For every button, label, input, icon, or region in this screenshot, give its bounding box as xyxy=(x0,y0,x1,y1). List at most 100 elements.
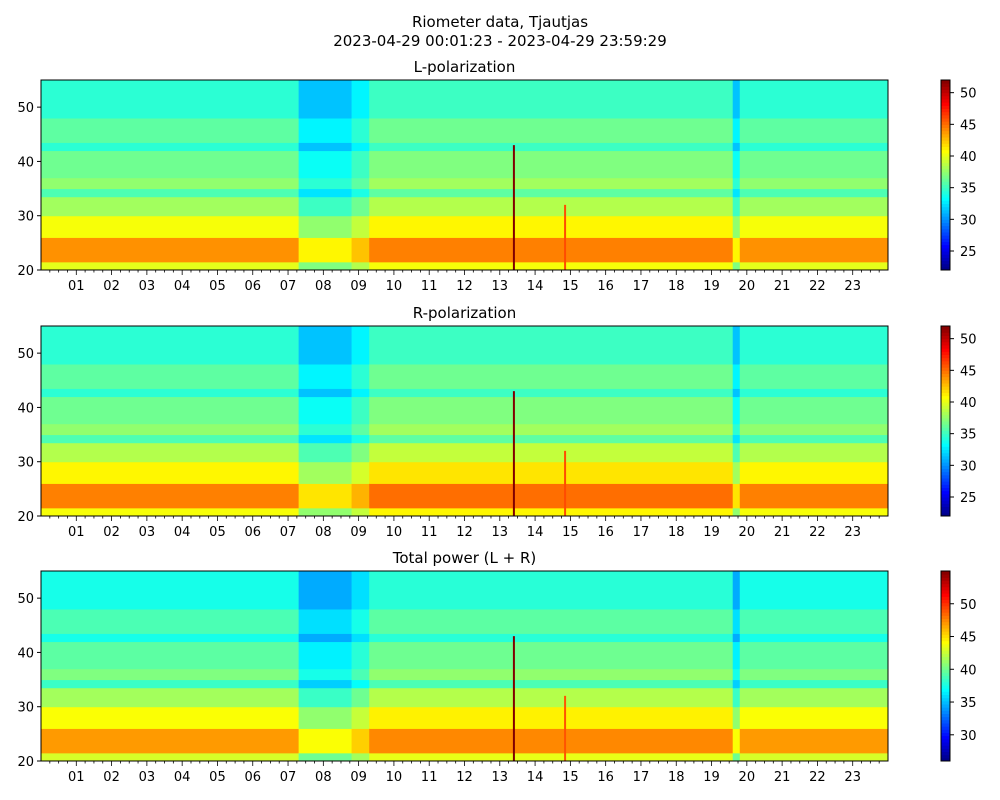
colorbar-segment xyxy=(941,338,950,343)
heatmap-cell xyxy=(351,80,370,119)
colorbar-segment xyxy=(941,133,950,138)
heatmap-cell xyxy=(369,442,734,463)
heatmap-cell xyxy=(369,679,734,689)
heatmap-cell xyxy=(298,396,353,425)
panel-3: Total power (L + R) 20 30 40 50 01 02 03 04 05 06 0… xyxy=(17,549,976,785)
colorbar-tick-label: 50 xyxy=(960,87,977,102)
x-tick-label: 03 xyxy=(139,279,156,294)
heatmap-cell xyxy=(41,423,300,436)
colorbar-tick-label: 45 xyxy=(960,631,977,646)
heatmap-cell xyxy=(732,641,741,670)
heatmap-cell xyxy=(369,687,734,708)
colorbar-segment xyxy=(941,354,950,359)
heatmap-cell xyxy=(298,118,353,143)
heatmap-cell xyxy=(298,752,353,762)
colorbar-segment xyxy=(941,345,950,349)
colorbar-segment xyxy=(941,577,950,581)
colorbar-tick-label: 50 xyxy=(960,333,977,348)
panel-title: R-polarization xyxy=(413,304,516,322)
heatmap-cell xyxy=(298,668,353,681)
heatmap-cell xyxy=(41,237,300,263)
colorbar-segment xyxy=(941,190,950,195)
x-tick-label: 17 xyxy=(633,525,650,540)
panels: L-polarization 20 30 40 50 01 02 03 04 05 06 07 08 09… xyxy=(17,58,976,785)
heatmap-cell xyxy=(739,80,889,119)
x-tick-label: 05 xyxy=(209,525,226,540)
colorbar-segment xyxy=(941,748,950,752)
heatmap-cell xyxy=(41,609,300,634)
heatmap-cell xyxy=(739,396,889,425)
heatmap-cell xyxy=(351,177,370,190)
heatmap-cell xyxy=(298,483,353,509)
heatmap-cell xyxy=(732,483,741,509)
colorbar-segment xyxy=(941,669,950,673)
colorbar-segment xyxy=(941,716,950,721)
colorbar-tick-label: 30 xyxy=(960,459,977,474)
heatmap-cell xyxy=(739,423,889,436)
heatmap-cell xyxy=(739,215,889,238)
heatmap-cell xyxy=(739,633,889,643)
heatmap-cell xyxy=(298,609,353,634)
heatmap-cell xyxy=(369,261,734,271)
colorbar-segment xyxy=(941,222,950,227)
heatmap-cell xyxy=(351,641,370,670)
heatmap-cell xyxy=(298,142,353,152)
heatmap-cell xyxy=(351,483,370,509)
heatmap-cell xyxy=(369,507,734,517)
x-tick-label: 23 xyxy=(844,525,861,540)
colorbar-segment xyxy=(941,732,950,737)
heatmap-cell xyxy=(298,434,353,444)
heatmap-cell xyxy=(732,80,741,119)
colorbar-segment xyxy=(941,462,950,466)
colorbar-segment xyxy=(941,647,950,651)
heatmap-cell xyxy=(41,118,300,143)
heatmap-cell xyxy=(351,507,370,517)
colorbar-segment xyxy=(941,146,950,151)
x-tick-label: 05 xyxy=(209,770,226,785)
colorbar-segment xyxy=(941,326,950,330)
x-tick-label: 02 xyxy=(103,279,120,294)
colorbar-segment xyxy=(941,414,950,419)
heatmap-cell xyxy=(351,423,370,436)
colorbar-segment xyxy=(941,197,950,201)
heatmap-cell xyxy=(298,423,353,436)
panel-title: L-polarization xyxy=(414,58,516,76)
colorbar-segment xyxy=(941,360,950,365)
colorbar-segment xyxy=(941,194,950,198)
x-tick-label: 22 xyxy=(809,770,826,785)
heatmap-cell xyxy=(369,177,734,190)
colorbar-segment xyxy=(941,612,950,616)
heatmap-cell xyxy=(739,668,889,681)
colorbar-segment xyxy=(941,228,950,233)
heatmap-cell xyxy=(369,423,734,436)
colorbar-segment xyxy=(941,681,950,686)
x-tick-label: 04 xyxy=(174,525,191,540)
colorbar-segment xyxy=(941,417,950,422)
heatmap-cell xyxy=(732,142,741,152)
heatmap-cell xyxy=(351,442,370,463)
colorbar-segment xyxy=(941,449,950,454)
colorbar-segment xyxy=(941,452,950,457)
heatmap-cell xyxy=(41,641,300,670)
heatmap-cell xyxy=(351,668,370,681)
x-tick-label: 14 xyxy=(527,770,544,785)
heatmap-cell xyxy=(732,728,741,754)
heatmap-cell xyxy=(739,461,889,484)
heatmap-cells xyxy=(41,326,889,517)
heatmap-cell xyxy=(732,571,741,610)
colorbar-segment xyxy=(941,640,950,645)
colorbar-segment xyxy=(941,433,950,438)
heatmap-cell xyxy=(351,687,370,708)
colorbar-segment xyxy=(941,628,950,632)
colorbar-segment xyxy=(941,634,950,638)
heatmap-cells xyxy=(41,571,889,762)
y-tick-label: 30 xyxy=(17,701,34,716)
heatmap-cell xyxy=(369,461,734,484)
x-tick-label: 10 xyxy=(386,770,403,785)
heatmap-cell xyxy=(298,706,353,729)
colorbar-segment xyxy=(941,165,950,170)
colorbar-segment xyxy=(941,490,950,495)
colorbar-segment xyxy=(941,688,950,692)
heatmap-cell xyxy=(351,388,370,398)
colorbar-tick-label: 40 xyxy=(960,150,977,165)
